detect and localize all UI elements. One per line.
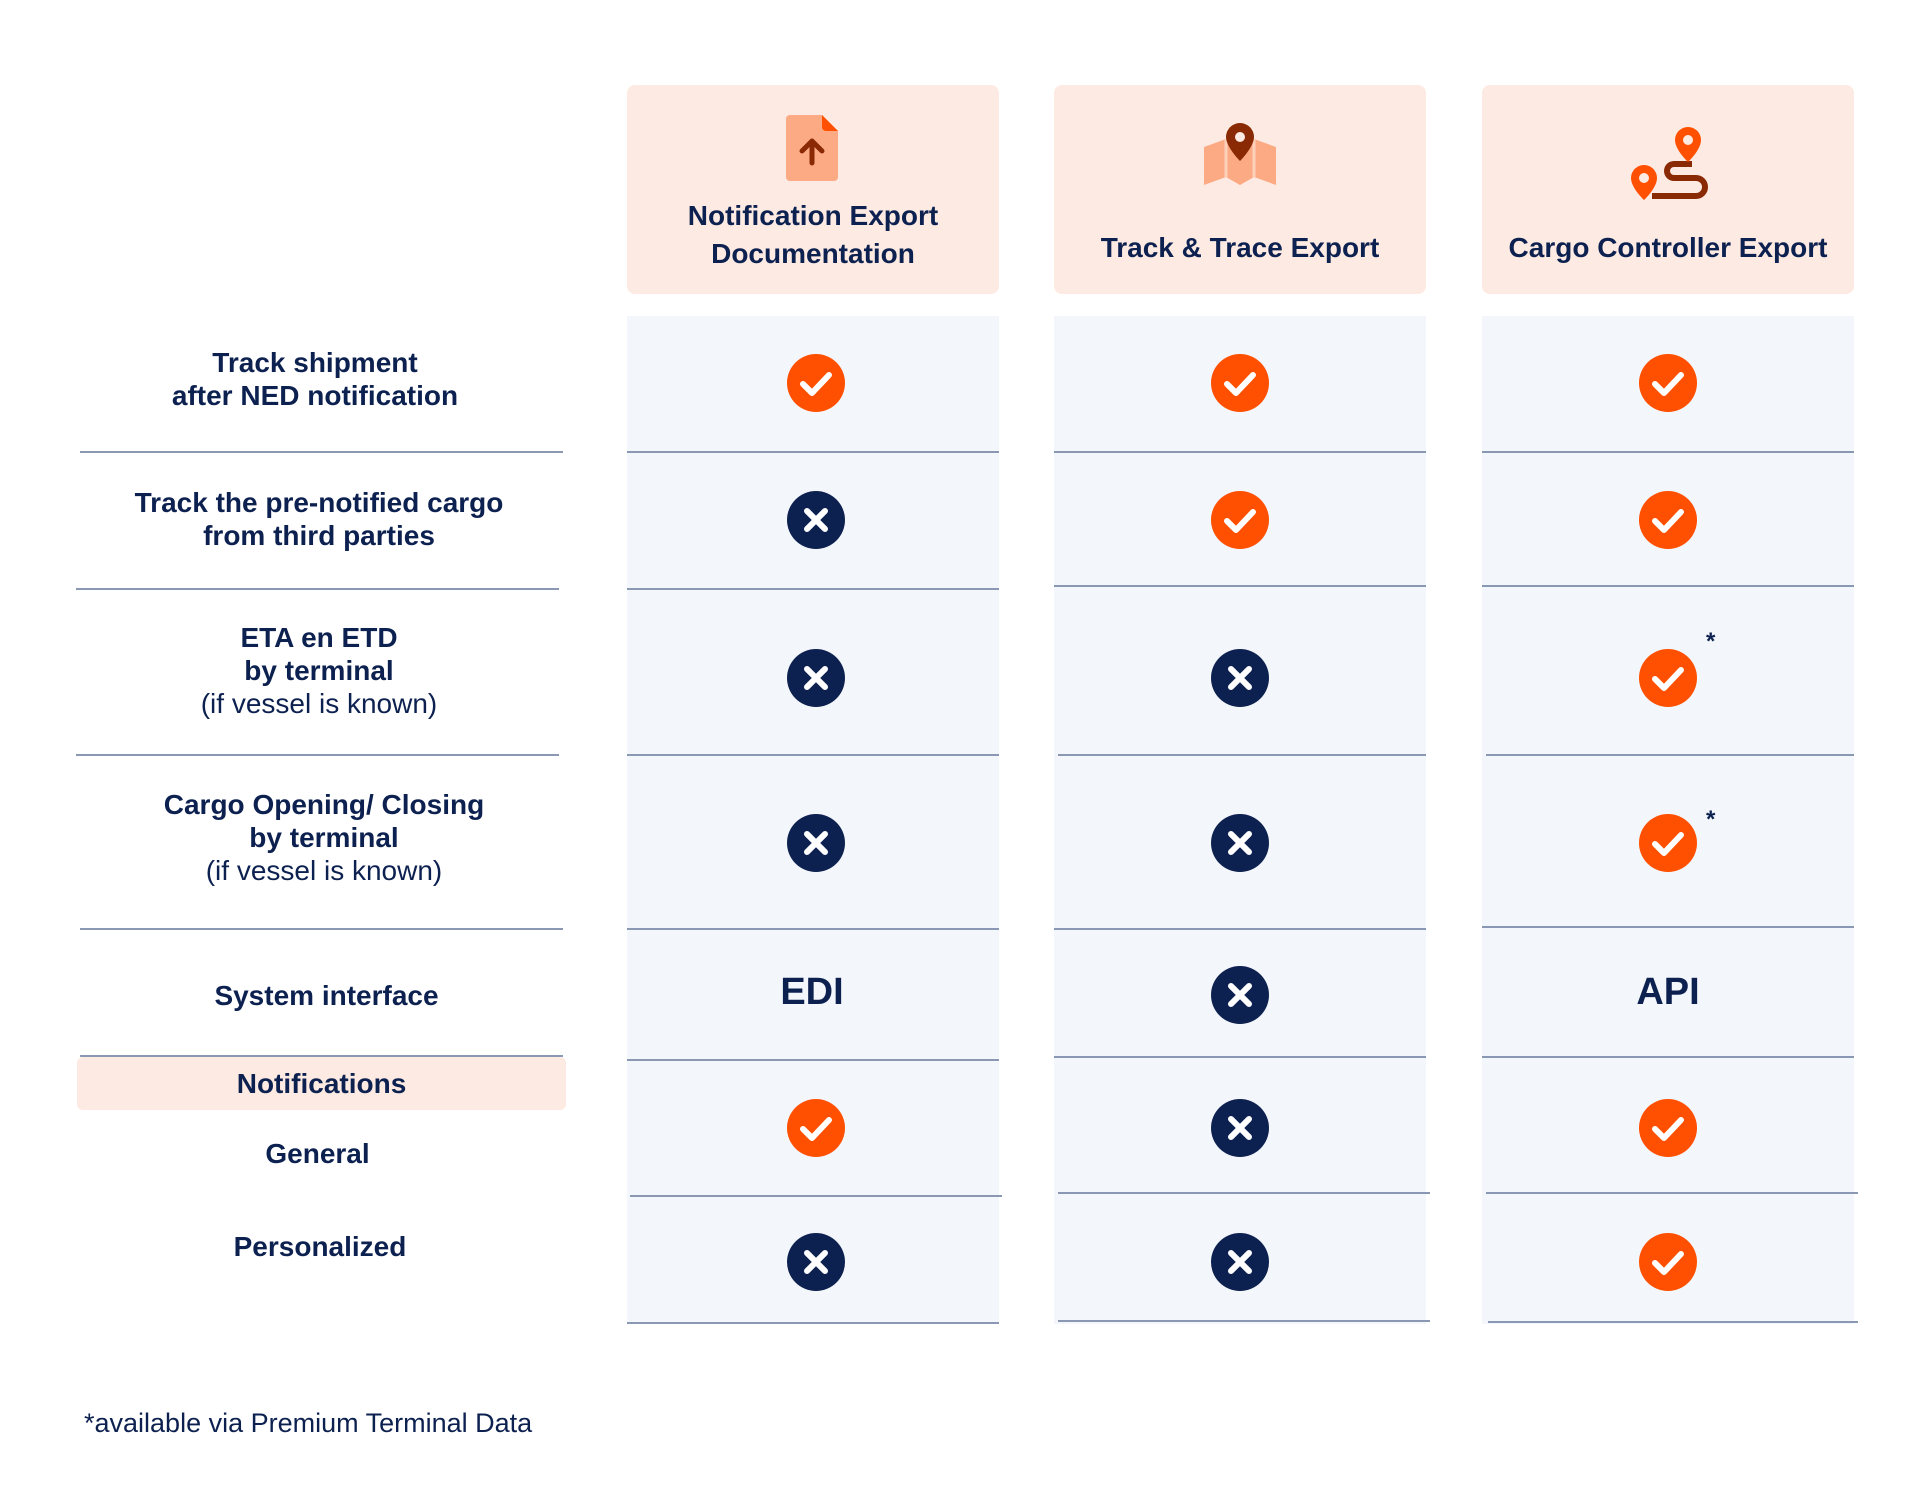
- check-icon: [1639, 1233, 1697, 1291]
- row-label-third-parties: Track the pre-notified cargo from third …: [80, 486, 558, 552]
- label-line: from third parties: [203, 520, 435, 551]
- check-icon: [1211, 354, 1269, 412]
- row-divider: [627, 451, 999, 453]
- cross-icon: [787, 814, 845, 872]
- row-divider: [1058, 754, 1426, 756]
- row-label-track-shipment: Track shipment after NED notification: [80, 346, 550, 412]
- row-divider: [1486, 1192, 1858, 1194]
- row-label-cargo-opening: Cargo Opening/ Closing by terminal (if v…: [80, 788, 568, 887]
- map-pin-icon: [1200, 121, 1280, 196]
- check-icon: [1639, 814, 1697, 872]
- row-divider: [1482, 585, 1854, 587]
- cross-icon: [787, 649, 845, 707]
- label-divider: [80, 1055, 563, 1057]
- row-divider: [627, 588, 999, 590]
- header-title: Cargo Controller Export: [1508, 232, 1828, 263]
- label-line: by terminal: [249, 822, 399, 853]
- header-title-line1: Notification Export: [687, 200, 939, 231]
- row-divider: [1058, 1192, 1430, 1194]
- label-line: General: [265, 1138, 370, 1169]
- route-icon: [1628, 125, 1708, 210]
- label-line: Track shipment: [212, 347, 418, 378]
- row-divider: [627, 928, 999, 930]
- notifications-header-label: Notifications: [236, 1068, 407, 1099]
- cross-icon: [1211, 1233, 1269, 1291]
- label-divider: [80, 451, 563, 453]
- column-header-notification-export: Notification Export Documentation: [627, 85, 999, 294]
- row-divider: [627, 1059, 999, 1061]
- check-icon: [1639, 354, 1697, 412]
- row-divider: [1054, 451, 1426, 453]
- row-divider: [627, 1322, 999, 1324]
- row-divider: [627, 754, 999, 756]
- row-label-eta-etd: ETA en ETD by terminal (if vessel is kno…: [80, 621, 558, 720]
- label-line: Personalized: [233, 1231, 407, 1262]
- label-line: System interface: [214, 980, 439, 1011]
- check-icon: [1211, 491, 1269, 549]
- interface-value: EDI: [780, 971, 844, 1013]
- cross-icon: [1211, 966, 1269, 1024]
- label-line: (if vessel is known): [200, 688, 438, 719]
- label-line: Cargo Opening/ Closing: [163, 789, 485, 820]
- row-label-system-interface: System interface: [80, 979, 573, 1012]
- interface-value: API: [1636, 971, 1700, 1013]
- footnote: *available via Premium Terminal Data: [84, 1408, 533, 1438]
- cross-icon: [787, 1233, 845, 1291]
- header-title-line2: Documentation: [711, 238, 915, 269]
- row-divider: [630, 1195, 1002, 1197]
- notifications-header: Notifications: [77, 1057, 566, 1110]
- label-line: ETA en ETD: [240, 622, 398, 653]
- check-icon: [787, 1099, 845, 1157]
- row-divider: [1054, 585, 1426, 587]
- premium-asterisk: *: [1706, 806, 1716, 833]
- premium-asterisk: *: [1706, 628, 1716, 655]
- label-divider: [76, 588, 559, 590]
- label-divider: [76, 754, 559, 756]
- row-divider: [1488, 1321, 1858, 1323]
- header-title: Track & Trace Export: [1100, 232, 1380, 263]
- label-line: after NED notification: [171, 380, 459, 411]
- row-divider: [1482, 451, 1854, 453]
- label-line: (if vessel is known): [205, 855, 443, 886]
- cross-icon: [1211, 649, 1269, 707]
- cross-icon: [1211, 1099, 1269, 1157]
- column-header-track-trace: Track & Trace Export: [1054, 85, 1426, 294]
- label-line: Track the pre-notified cargo: [134, 487, 504, 518]
- row-divider: [1054, 928, 1426, 930]
- check-icon: [1639, 1099, 1697, 1157]
- row-divider: [1058, 1320, 1430, 1322]
- check-icon: [1639, 491, 1697, 549]
- cross-icon: [787, 491, 845, 549]
- row-divider: [1054, 1056, 1426, 1058]
- row-label-personalized: Personalized: [80, 1230, 560, 1263]
- row-divider: [1482, 1056, 1854, 1058]
- row-divider: [1486, 754, 1854, 756]
- check-icon: [1639, 649, 1697, 707]
- document-upload-icon: [784, 111, 842, 190]
- column-header-cargo-controller: Cargo Controller Export: [1482, 85, 1854, 294]
- label-line: by terminal: [244, 655, 394, 686]
- row-divider: [1482, 926, 1854, 928]
- row-label-general: General: [80, 1137, 555, 1170]
- label-divider: [80, 928, 563, 930]
- check-icon: [787, 354, 845, 412]
- cross-icon: [1211, 814, 1269, 872]
